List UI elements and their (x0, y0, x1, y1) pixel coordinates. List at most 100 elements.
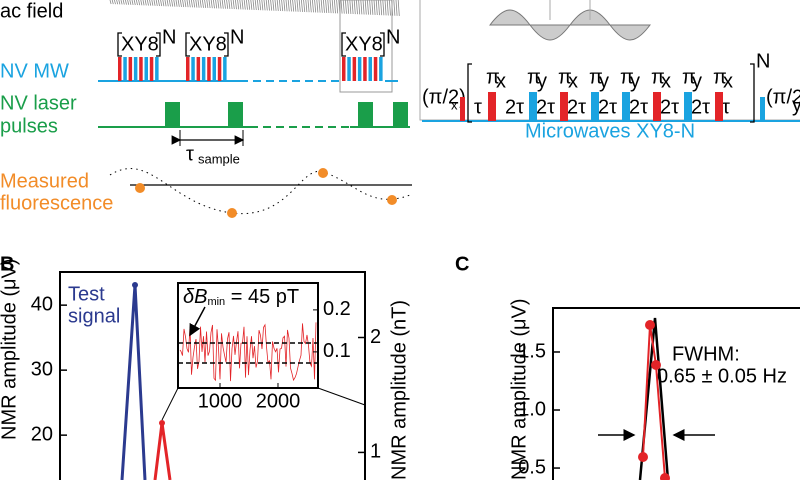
xy8-stripe (149, 57, 154, 81)
y-label: NMR amplitude (μV) (508, 298, 530, 480)
xy8-stripe (342, 57, 346, 81)
y-label: NMR amplitude (μV) (0, 258, 20, 440)
fluor-label: fluorescence (0, 192, 113, 214)
inset-label: min (207, 296, 225, 308)
xy8-stripe (352, 57, 357, 81)
seq-gap: 2τ (660, 96, 679, 118)
panel-letter: C (455, 253, 469, 275)
data-dot (651, 360, 661, 370)
plot-frame (59, 271, 366, 485)
xy8-stripe (186, 57, 190, 81)
inset-arrow (189, 306, 206, 337)
highlight-box (339, 0, 393, 93)
seq-pulse-label: π (527, 66, 541, 88)
seq-end: (π/2) (766, 86, 800, 108)
xy8-stripe (118, 57, 122, 81)
laser-label: pulses (0, 115, 58, 137)
seq-pulse (684, 92, 692, 121)
seq-pulse-sub: x (723, 70, 733, 92)
xy8-stripe (144, 57, 148, 81)
laser-pulse (165, 102, 180, 127)
inset-x-tick-label: 1000 (198, 390, 243, 412)
fluor-label: Measured (0, 170, 89, 192)
xy8-stripe (123, 57, 127, 81)
xy8-stripe (196, 57, 201, 81)
seq-pulse-label: π (682, 66, 696, 88)
seq-pulse-label: π (651, 66, 665, 88)
xy8-stripe (368, 57, 372, 81)
xy8-stripe (207, 57, 211, 81)
sequence-caption: Microwaves XY8-N (525, 120, 695, 142)
seq-pulse (622, 92, 630, 121)
inset-label: = 45 pT (225, 286, 299, 308)
plot-frame (552, 307, 800, 485)
laser-pulse (358, 102, 373, 127)
peak-dot (132, 282, 138, 288)
seq-pulse-sub: y (692, 70, 702, 92)
peak-dot (159, 420, 165, 426)
laser-pulse (393, 102, 408, 127)
y-tick-label: 1.0 (518, 398, 546, 420)
block-label: XY8 (345, 33, 383, 55)
y2-label: NMR amplitude (nT) (388, 300, 410, 480)
y2-tick-label: 1 (370, 441, 381, 463)
xy8-stripe (373, 57, 378, 81)
seq-gap: τ (474, 96, 482, 118)
bracket (341, 32, 385, 57)
seq-pulse (560, 92, 568, 121)
seq-gap: 2τ (505, 96, 524, 118)
fluor-dot (387, 195, 397, 205)
xy8-stripe (212, 57, 216, 81)
seq-pulse-label: π (486, 66, 500, 88)
repeat-label: N (162, 26, 176, 48)
seq-pulse-label: π (589, 66, 603, 88)
seq-end-sub: y (792, 94, 800, 116)
xy8-stripe (191, 57, 195, 81)
fwhm-label: FWHM: (672, 343, 740, 365)
zoom-line (161, 387, 179, 421)
xy8-stripe (223, 57, 227, 81)
tau-label: τ (186, 143, 194, 165)
seq-gap: τ (722, 96, 730, 118)
y-tick-label: 0.5 (518, 456, 546, 478)
xy8-stripe (363, 57, 367, 81)
repeat-label: N (230, 26, 244, 48)
xy8-stripe (347, 57, 351, 81)
laser-pulse (228, 102, 243, 127)
xy8-stripe (379, 57, 383, 81)
seq-gap: 2τ (536, 96, 555, 118)
data-line (642, 324, 666, 479)
annotation: signal (68, 305, 120, 327)
y-tick-label: 30 (31, 358, 53, 380)
seq-pulse-sub: y (599, 70, 609, 92)
ac-wave (109, 0, 400, 16)
seq-pulse (653, 92, 661, 121)
y2-tick-label: 2 (370, 326, 381, 348)
seq-gap: 2τ (567, 96, 586, 118)
repeat-label: N (386, 26, 400, 48)
seq-pulse (529, 92, 537, 121)
block-label: XY8 (189, 33, 227, 55)
laser-label: NV laser (0, 92, 77, 114)
tau-sub: sample (198, 151, 240, 166)
xy8-stripe (217, 57, 222, 81)
inset-label: δB (183, 286, 207, 308)
data-dot (645, 320, 655, 330)
fwhm-value: 0.65 ± 0.05 Hz (657, 365, 787, 387)
seq-pulse-sub: x (568, 70, 578, 92)
seq-pulse-sub: x (496, 70, 506, 92)
y-tick-label: 40 (31, 293, 53, 315)
fluor-dot (318, 168, 328, 178)
seq-start-sub: x (451, 97, 458, 112)
nmr-signal (153, 422, 172, 481)
bracket (117, 32, 161, 57)
seq-pulse-sub: y (537, 70, 547, 92)
seq-start: (π/2) (422, 86, 466, 108)
block-label: XY8 (121, 33, 159, 55)
xy8-stripe (357, 57, 362, 81)
fluor-dot (135, 183, 145, 193)
xy8-stripe (201, 57, 206, 81)
seq-pulse-label: π (713, 66, 727, 88)
